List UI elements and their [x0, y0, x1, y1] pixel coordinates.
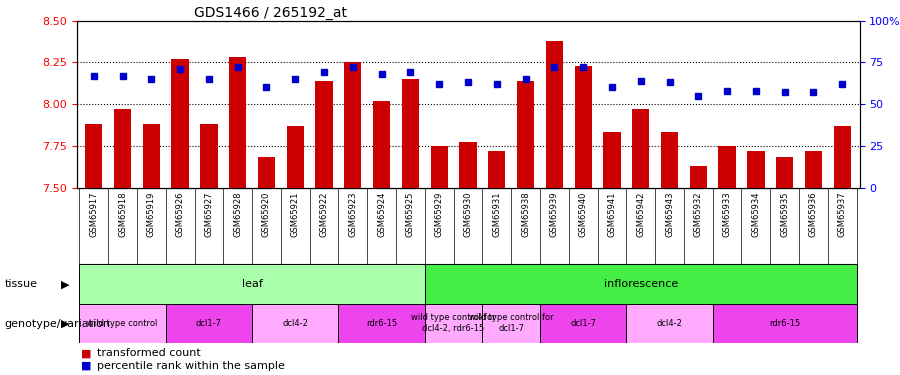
Text: GSM65921: GSM65921: [291, 191, 300, 237]
Text: GSM65940: GSM65940: [579, 191, 588, 237]
Bar: [459, 142, 477, 188]
Text: GSM65928: GSM65928: [233, 191, 242, 237]
Bar: [401, 79, 419, 188]
Bar: [626, 304, 713, 343]
Text: wild type control for
dcl4-2, rdr6-15: wild type control for dcl4-2, rdr6-15: [411, 314, 496, 333]
Text: tissue: tissue: [4, 279, 38, 289]
Bar: [172, 59, 189, 188]
Text: GSM65923: GSM65923: [348, 191, 357, 237]
Text: GSM65939: GSM65939: [550, 191, 559, 237]
Text: GSM65924: GSM65924: [377, 191, 386, 237]
Bar: [430, 146, 448, 188]
Bar: [201, 124, 218, 188]
Bar: [833, 126, 850, 188]
Text: genotype/variation: genotype/variation: [4, 319, 111, 328]
Text: percentile rank within the sample: percentile rank within the sample: [97, 361, 285, 370]
Text: GSM65932: GSM65932: [694, 191, 703, 237]
Bar: [482, 304, 540, 343]
Bar: [286, 126, 304, 188]
Text: GDS1466 / 265192_at: GDS1466 / 265192_at: [194, 6, 346, 20]
Bar: [425, 264, 857, 304]
Bar: [79, 264, 425, 304]
Bar: [344, 62, 362, 188]
Text: leaf: leaf: [242, 279, 263, 289]
Bar: [338, 304, 425, 343]
Text: transformed count: transformed count: [97, 348, 201, 358]
Bar: [545, 40, 563, 188]
Text: GSM65943: GSM65943: [665, 191, 674, 237]
Text: GSM65919: GSM65919: [147, 191, 156, 237]
Bar: [661, 132, 678, 188]
Bar: [517, 81, 535, 188]
Text: inflorescence: inflorescence: [604, 279, 678, 289]
Text: GSM65930: GSM65930: [464, 191, 472, 237]
Text: ■: ■: [81, 361, 92, 370]
Text: GSM65929: GSM65929: [435, 191, 444, 237]
Text: GSM65920: GSM65920: [262, 191, 271, 237]
Text: dcl1-7: dcl1-7: [196, 319, 222, 328]
Bar: [540, 304, 626, 343]
Text: GSM65931: GSM65931: [492, 191, 501, 237]
Bar: [747, 151, 764, 188]
Text: ▶: ▶: [61, 279, 69, 289]
Text: dcl4-2: dcl4-2: [283, 319, 308, 328]
Bar: [114, 109, 131, 188]
Text: GSM65934: GSM65934: [752, 191, 760, 237]
Bar: [373, 101, 391, 188]
Bar: [425, 304, 482, 343]
Bar: [166, 304, 252, 343]
Text: GSM65922: GSM65922: [320, 191, 328, 237]
Bar: [603, 132, 621, 188]
Text: GSM65938: GSM65938: [521, 191, 530, 237]
Bar: [315, 81, 333, 188]
Text: GSM65927: GSM65927: [204, 191, 213, 237]
Text: GSM65941: GSM65941: [608, 191, 616, 237]
Bar: [689, 166, 706, 188]
Text: GSM65926: GSM65926: [176, 191, 184, 237]
Bar: [776, 158, 793, 188]
Text: GSM65918: GSM65918: [118, 191, 127, 237]
Text: ▶: ▶: [61, 319, 69, 328]
Text: dcl4-2: dcl4-2: [657, 319, 682, 328]
Text: ■: ■: [81, 348, 92, 358]
Text: rdr6-15: rdr6-15: [770, 319, 800, 328]
Bar: [632, 109, 650, 188]
Bar: [718, 146, 735, 188]
Bar: [713, 304, 857, 343]
Text: GSM65933: GSM65933: [723, 191, 732, 237]
Bar: [86, 124, 103, 188]
Text: GSM65935: GSM65935: [780, 191, 789, 237]
Text: GSM65917: GSM65917: [89, 191, 98, 237]
Bar: [805, 151, 822, 188]
Text: GSM65936: GSM65936: [809, 191, 818, 237]
Bar: [488, 151, 506, 188]
Bar: [574, 66, 592, 188]
Text: GSM65925: GSM65925: [406, 191, 415, 237]
Bar: [258, 158, 275, 188]
Bar: [230, 57, 247, 188]
Text: wild type control: wild type control: [87, 319, 158, 328]
Bar: [252, 304, 338, 343]
Text: GSM65942: GSM65942: [636, 191, 645, 237]
Text: GSM65937: GSM65937: [838, 191, 847, 237]
Bar: [79, 304, 166, 343]
Text: rdr6-15: rdr6-15: [366, 319, 397, 328]
Text: dcl1-7: dcl1-7: [570, 319, 596, 328]
Text: wild type control for
dcl1-7: wild type control for dcl1-7: [469, 314, 554, 333]
Bar: [143, 124, 160, 188]
